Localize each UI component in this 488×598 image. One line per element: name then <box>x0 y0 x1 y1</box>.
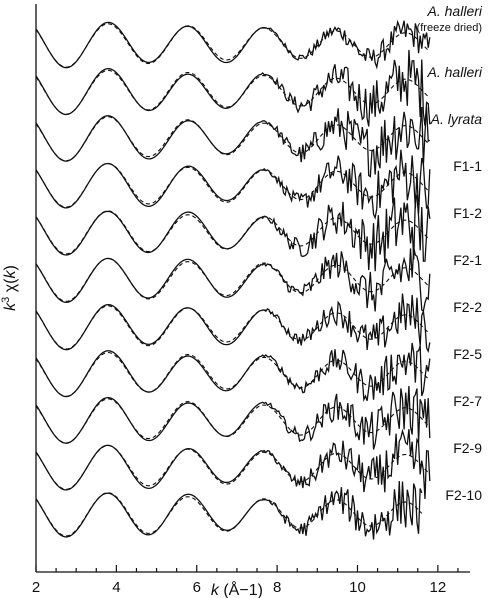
experimental-curve <box>35 480 423 540</box>
x-axis-label: k (Å−1) <box>211 580 263 598</box>
x-tick-label: 10 <box>349 579 366 596</box>
series-label: F2-10 <box>445 487 482 503</box>
series-label: F2-2 <box>453 299 482 315</box>
experimental-curve <box>35 342 431 403</box>
experimental-curve <box>35 386 431 450</box>
series-sublabel: (freeze dried) <box>417 22 482 34</box>
experimental-curve <box>35 19 431 70</box>
series-label: F2-9 <box>453 440 482 456</box>
y-axis-arg: k <box>2 270 19 279</box>
fit-curve <box>35 69 431 115</box>
fit-curve <box>35 210 431 255</box>
experimental-curve <box>35 149 431 220</box>
y-axis-close: ) <box>2 265 19 270</box>
series-label: F1-1 <box>453 158 482 174</box>
x-tick-label: 12 <box>430 579 447 596</box>
experimental-curve <box>35 193 431 272</box>
fit-curve <box>35 492 423 537</box>
x-tick-label: 4 <box>112 579 120 596</box>
fit-curve <box>35 257 431 302</box>
series-label: F2-5 <box>453 346 482 362</box>
y-axis-chi: χ( <box>2 278 19 297</box>
experimental-curve <box>35 247 431 313</box>
series-labels: A. halleri (freeze dried) A. halleri A. lyr… <box>417 3 483 503</box>
y-axis-sup: 3 <box>0 297 12 303</box>
experimental-curve <box>35 49 431 127</box>
experimental-curve <box>35 293 431 354</box>
x-tick-label: 6 <box>193 579 201 596</box>
series-label: A. halleri <box>427 64 483 80</box>
x-tick-label: 2 <box>32 579 40 596</box>
x-axis-unit: (Å−1) <box>219 580 263 598</box>
x-axis-symbol: k <box>211 582 220 598</box>
fit-curve <box>35 444 431 490</box>
experimental-curve <box>35 428 431 500</box>
experimental-curve <box>35 106 431 178</box>
y-axis-prefix: k <box>2 302 19 311</box>
fit-curve <box>35 305 431 350</box>
fit-curve <box>35 351 431 397</box>
series-label: A. lyrata <box>430 111 483 127</box>
x-tick-label: 8 <box>273 579 281 596</box>
series-label: F1-2 <box>453 205 482 221</box>
series-label: F2-7 <box>453 393 482 409</box>
x-ticks: 2 4 6 8 10 12 <box>32 565 459 596</box>
series-label: A. halleri <box>427 3 483 19</box>
series-label: F2-1 <box>453 252 482 268</box>
spectra-group <box>35 19 431 540</box>
fit-curve <box>35 116 431 162</box>
y-axis-label: k3 χ(k) <box>0 265 19 311</box>
